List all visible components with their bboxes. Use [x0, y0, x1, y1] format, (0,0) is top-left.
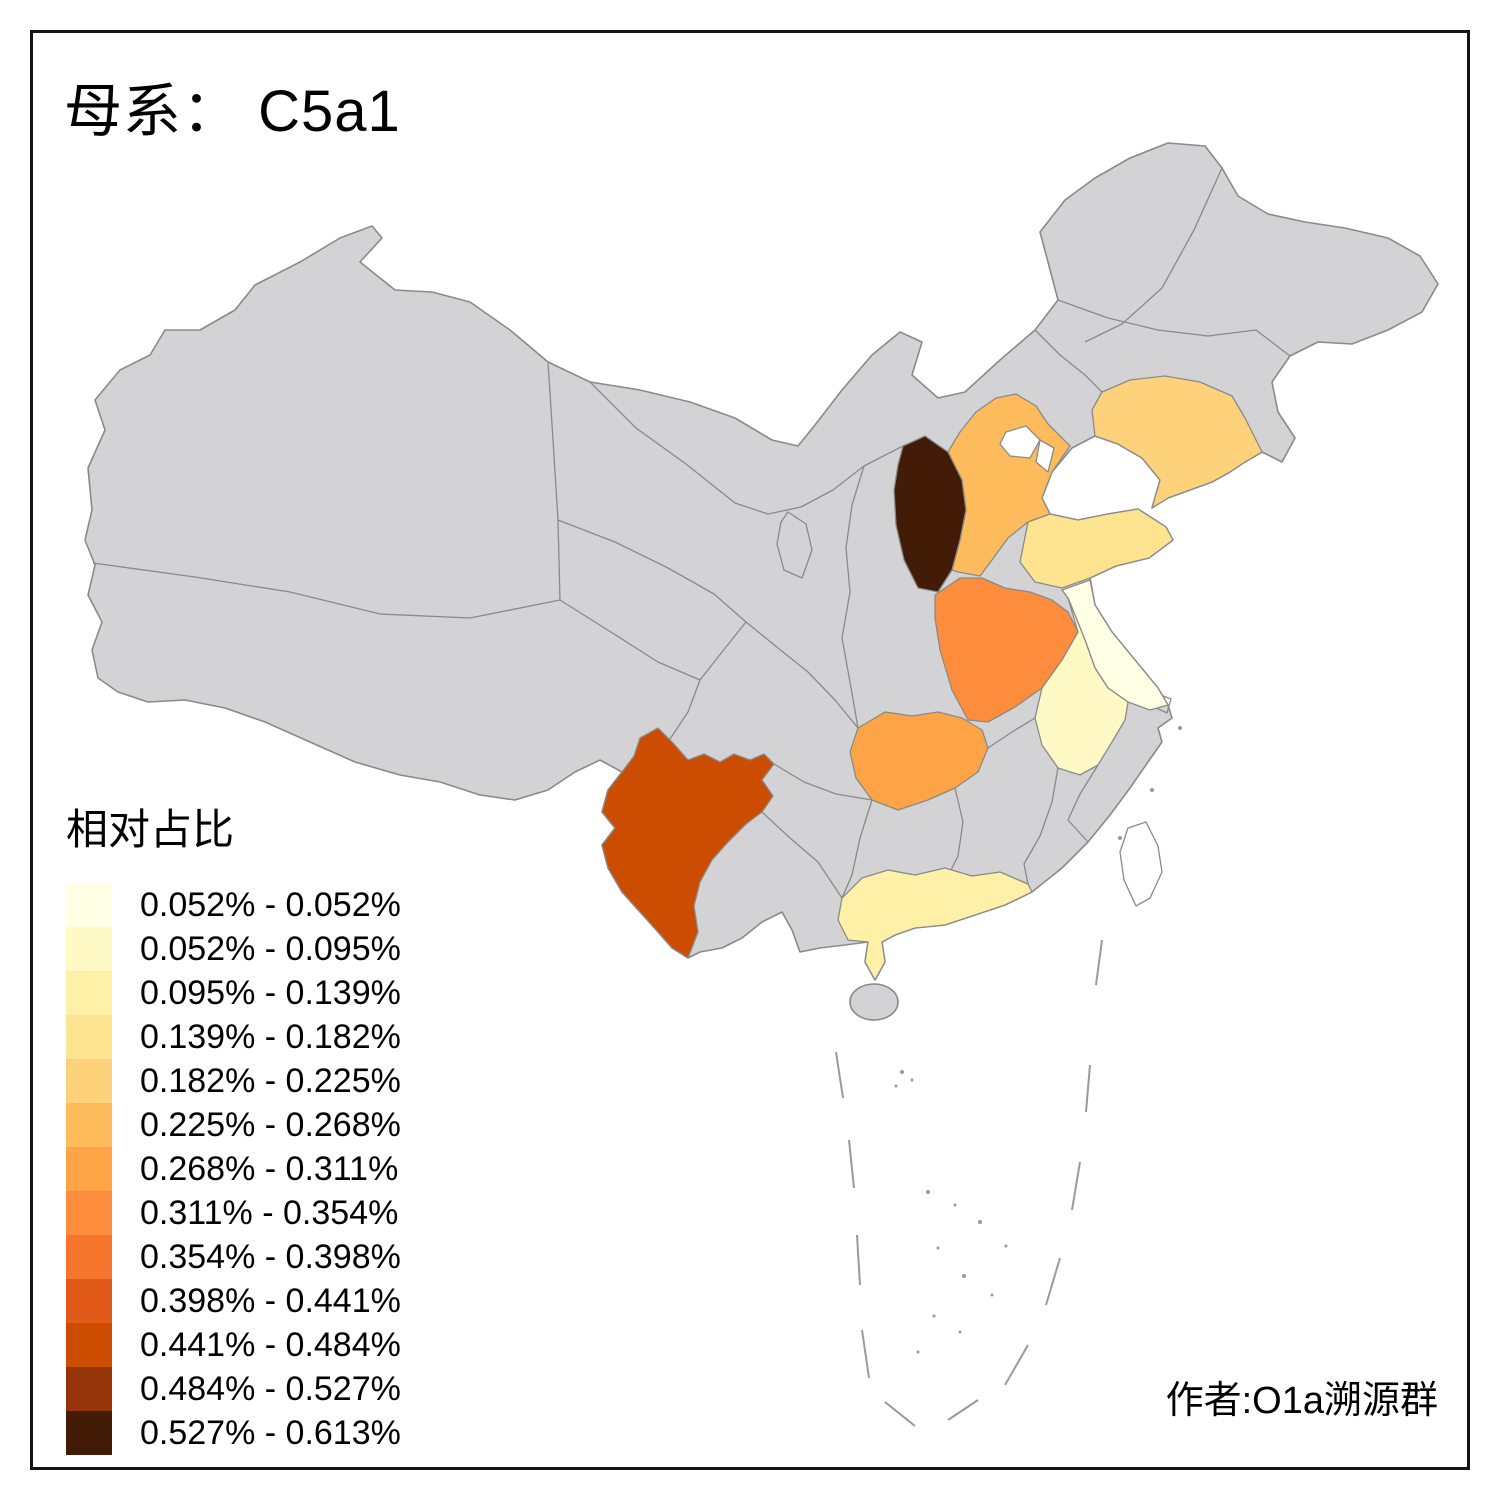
province-guangdong: [837, 867, 1033, 981]
legend: 相对占比 0.052% - 0.052% 0.052% - 0.095% 0.0…: [66, 796, 401, 1455]
nine-dash-line: [835, 939, 1103, 1427]
legend-label: 0.527% - 0.613%: [140, 1413, 401, 1452]
legend-swatch: [66, 1191, 112, 1235]
hainan-island: [849, 983, 899, 1021]
legend-row: 0.354% - 0.398%: [66, 1235, 401, 1279]
legend-swatch: [66, 1015, 112, 1059]
legend-title: 相对占比: [66, 806, 235, 853]
legend-swatch: [66, 1059, 112, 1103]
legend-swatch: [66, 1235, 112, 1279]
beijing-region: [999, 425, 1041, 459]
legend-swatch: [66, 1279, 112, 1323]
legend-label: 0.441% - 0.484%: [140, 1325, 401, 1364]
province-hubei: [849, 711, 989, 811]
legend-label: 0.225% - 0.268%: [140, 1105, 401, 1144]
legend-label: 0.484% - 0.527%: [140, 1369, 401, 1408]
legend-row: 0.095% - 0.139%: [66, 971, 401, 1015]
legend-row: 0.052% - 0.052%: [66, 883, 401, 927]
legend-swatch: [66, 1411, 112, 1455]
map-title: 母系： C5a1: [64, 79, 401, 144]
taiwan-island: [1119, 821, 1163, 907]
legend-row: 0.139% - 0.182%: [66, 1015, 401, 1059]
legend-row: 0.311% - 0.354%: [66, 1191, 401, 1235]
legend-swatch: [66, 1103, 112, 1147]
legend-row: 0.484% - 0.527%: [66, 1367, 401, 1411]
legend-swatch: [66, 927, 112, 971]
legend-row: 0.268% - 0.311%: [66, 1147, 401, 1191]
legend-row: 0.398% - 0.441%: [66, 1279, 401, 1323]
province-shandong: [1019, 508, 1174, 589]
legend-label: 0.311% - 0.354%: [140, 1193, 399, 1232]
legend-row: 0.527% - 0.613%: [66, 1411, 401, 1455]
province-shanxi: [893, 435, 967, 593]
legend-label: 0.052% - 0.052%: [140, 885, 401, 924]
colored-provinces: [601, 375, 1263, 981]
legend-label: 0.139% - 0.182%: [140, 1017, 401, 1056]
legend-swatch: [66, 971, 112, 1015]
legend-swatch: [66, 1147, 112, 1191]
legend-row: 0.225% - 0.268%: [66, 1103, 401, 1147]
legend-row: 0.441% - 0.484%: [66, 1323, 401, 1367]
province-liaoning: [1091, 375, 1263, 509]
legend-label: 0.398% - 0.441%: [140, 1281, 401, 1320]
legend-row: 0.182% - 0.225%: [66, 1059, 401, 1103]
province-yunnan: [601, 727, 775, 959]
legend-label: 0.182% - 0.225%: [140, 1061, 401, 1100]
author-credit: 作者:O1a溯源群: [1165, 1380, 1438, 1422]
legend-label: 0.052% - 0.095%: [140, 929, 401, 968]
legend-swatch: [66, 1323, 112, 1367]
legend-swatch: [66, 883, 112, 927]
legend-rows: 0.052% - 0.052% 0.052% - 0.095% 0.095% -…: [66, 883, 401, 1455]
province-anhui: [1034, 597, 1129, 776]
legend-swatch: [66, 1367, 112, 1411]
legend-label: 0.268% - 0.311%: [140, 1149, 399, 1188]
tianjin-region: [1035, 439, 1055, 473]
legend-label: 0.354% - 0.398%: [140, 1237, 401, 1276]
legend-row: 0.052% - 0.095%: [66, 927, 401, 971]
legend-label: 0.095% - 0.139%: [140, 973, 401, 1012]
sea-islands: [894, 726, 1182, 1354]
